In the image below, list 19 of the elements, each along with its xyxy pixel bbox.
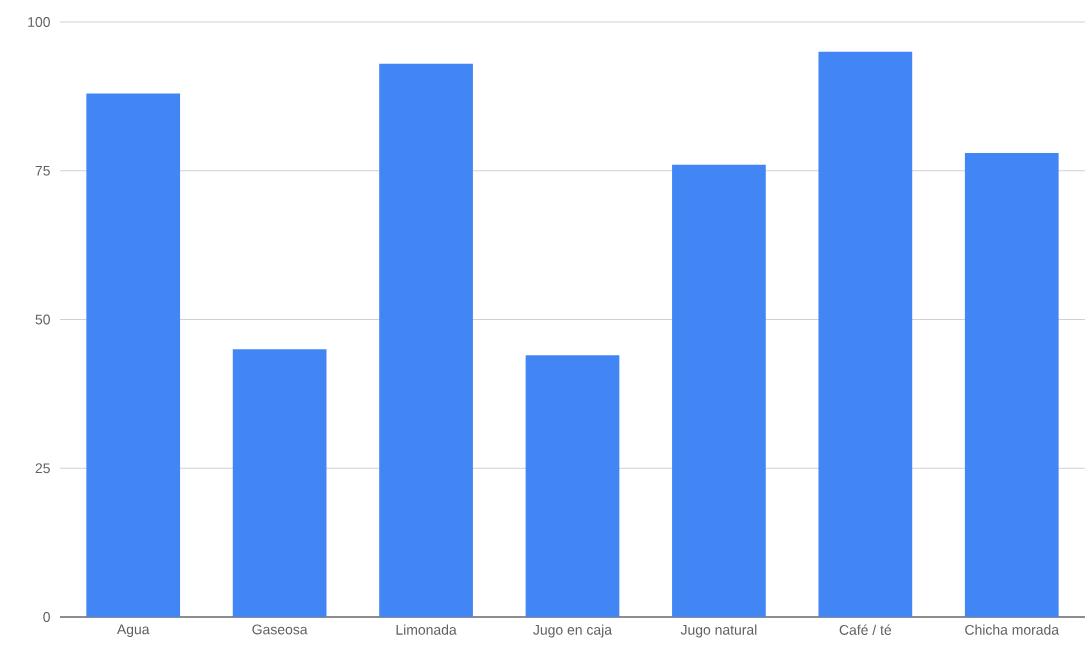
- bar: [232, 349, 327, 617]
- x-tick-label: Jugo en caja: [533, 624, 613, 638]
- bar: [525, 355, 620, 617]
- x-tick-label: Chicha morada: [965, 624, 1060, 635]
- x-tick-label: Café / té: [839, 624, 892, 635]
- bar: [86, 93, 181, 617]
- y-tick-label: 0: [43, 612, 50, 622]
- x-tick-label: Gaseosa: [252, 624, 308, 635]
- bar: [964, 152, 1059, 617]
- bar: [818, 51, 913, 617]
- x-tick-label: Jugo natural: [680, 624, 757, 638]
- y-tick-label: 100: [28, 17, 50, 27]
- x-tick-label: Agua: [116, 624, 150, 638]
- y-tick-label: 75: [35, 165, 50, 176]
- x-tick-label: Limonada: [396, 624, 457, 635]
- bar: [672, 164, 766, 617]
- y-tick-label: 50: [35, 314, 50, 325]
- bar: [379, 63, 473, 617]
- y-tick-label: 25: [35, 463, 50, 474]
